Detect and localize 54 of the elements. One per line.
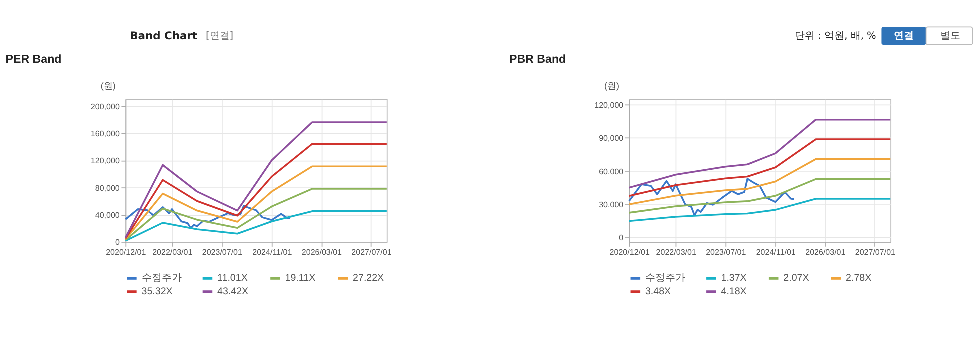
- legend-label: 수정주가: [645, 273, 686, 284]
- text: PBR Band: [509, 54, 566, 66]
- line-series: [124, 122, 388, 239]
- legend-label: 35.32X: [142, 286, 174, 298]
- y-tick-label: 30,000: [599, 200, 624, 210]
- y-axis-title: (원): [604, 81, 620, 92]
- y-tick-label: 90,000: [599, 134, 624, 144]
- legend-label: 2.07X: [784, 273, 810, 284]
- line-series: [124, 166, 388, 240]
- x-tick-label: 2026/03/01: [806, 248, 846, 257]
- y-tick-label: 60,000: [599, 167, 624, 176]
- text: 단위 : 억원, 배, %: [795, 30, 876, 42]
- x-tick-label: 2023/07/01: [706, 248, 747, 257]
- y-tick-label: 120,000: [594, 101, 624, 110]
- x-tick-label: 2022/03/01: [656, 248, 697, 257]
- legend-label: 27.22X: [353, 273, 385, 284]
- y-tick-label: 0: [115, 238, 120, 248]
- line-series: [628, 178, 796, 216]
- text: [연결]: [206, 30, 234, 42]
- text: 연결: [894, 30, 914, 42]
- x-tick-label: 2023/07/01: [202, 248, 244, 257]
- legend-label: 43.42X: [218, 286, 250, 298]
- legend-label: 수정주가: [142, 273, 182, 284]
- line-series: [628, 118, 892, 189]
- y-tick-label: 200,000: [90, 102, 120, 112]
- line-series: [124, 143, 388, 240]
- y-tick-label: 80,000: [95, 184, 120, 193]
- x-tick-label: 2024/11/01: [756, 248, 796, 257]
- line-series: [628, 178, 892, 214]
- y-tick-label: 40,000: [95, 210, 120, 220]
- x-tick-label: 2026/03/01: [302, 248, 343, 257]
- legend-label: 3.48X: [645, 286, 672, 298]
- x-tick-label: 2027/07/01: [352, 248, 392, 257]
- text: 별도: [940, 30, 960, 42]
- x-tick-label: 2024/11/01: [252, 248, 293, 257]
- text: Band Chart: [130, 30, 198, 43]
- legend-label: 1.37X: [721, 273, 748, 284]
- x-tick-label: 2020/12/01: [610, 248, 650, 257]
- y-tick-label: 160,000: [90, 129, 120, 138]
- text: PER Band: [6, 54, 62, 66]
- x-tick-label: 2027/07/01: [855, 248, 896, 257]
- y-tick-label: 0: [619, 234, 624, 243]
- line-series: [628, 158, 892, 206]
- x-tick-label: 2022/03/01: [152, 248, 194, 257]
- legend-label: 4.18X: [721, 286, 748, 298]
- legend-label: 11.01X: [218, 273, 248, 284]
- line-series: [628, 138, 892, 198]
- y-axis-title: (원): [100, 81, 116, 92]
- line-series: [628, 198, 892, 222]
- legend-label: 19.11X: [285, 273, 316, 284]
- y-tick-label: 120,000: [90, 156, 120, 166]
- line-series: [124, 205, 292, 230]
- x-tick-label: 2020/12/01: [106, 248, 147, 257]
- legend-label: 2.78X: [846, 273, 872, 284]
